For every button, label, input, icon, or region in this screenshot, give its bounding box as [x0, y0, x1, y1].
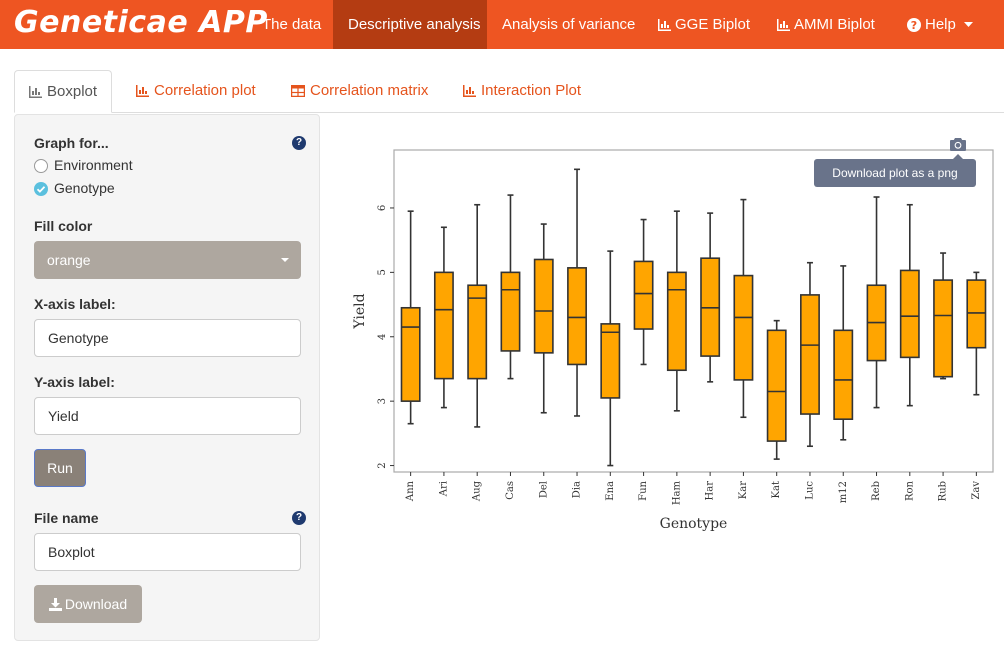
box-Kat: [766, 329, 787, 442]
y-tick-label: 3: [377, 398, 388, 404]
tab-boxplot[interactable]: Boxplot: [14, 70, 113, 113]
tab-correlation-matrix-label: Correlation matrix: [310, 82, 429, 99]
x-tick-label: Zav: [971, 481, 982, 500]
x-axis-label: Genotype: [660, 516, 728, 532]
y-axis-label-input[interactable]: Yield: [34, 397, 301, 435]
radio-genotype-label: Genotype: [54, 180, 115, 196]
x-tick-label: Ari: [438, 481, 449, 497]
x-tick-label: Dia: [572, 481, 583, 498]
help-icon[interactable]: ?: [292, 136, 306, 150]
download-plot-tooltip: Download plot as a png: [814, 154, 976, 187]
tab-boxplot-label: Boxplot: [47, 83, 98, 100]
box-Kar: [733, 274, 754, 381]
x-tick-label: Har: [705, 481, 716, 501]
brand-title[interactable]: Geneticae APP: [14, 5, 268, 40]
y-axis-label: Yield: [352, 293, 368, 329]
bar-chart-icon: [658, 19, 671, 32]
box-Ann: [400, 306, 421, 402]
download-icon: [48, 598, 62, 611]
tab-interaction-plot-label: Interaction Plot: [481, 82, 582, 99]
x-tick-label: Cas: [505, 481, 516, 500]
fill-color-label: Fill color: [34, 218, 93, 234]
fill-color-value: orange: [47, 252, 91, 268]
tab-bar: Boxplot Correlation plot Correlation mat…: [14, 70, 1004, 113]
nav-gge-biplot[interactable]: GGE Biplot: [643, 0, 765, 49]
y-tick-label: 4: [377, 334, 388, 340]
nav-analysis-of-variance[interactable]: Analysis of variance: [502, 16, 636, 33]
file-name-label: File name: [34, 510, 99, 526]
fill-color-select[interactable]: orange: [34, 241, 301, 279]
box-Zav: [966, 279, 987, 349]
x-tick-label: Aug: [472, 480, 483, 502]
nav-ammi-biplot-label: AMMI Biplot: [794, 16, 875, 33]
camera-icon[interactable]: [950, 137, 966, 156]
box-Ham: [666, 271, 687, 372]
bar-chart-icon: [29, 86, 42, 99]
y-axis-label-title: Y-axis label:: [34, 374, 115, 390]
tab-correlation-plot[interactable]: Correlation plot: [136, 70, 256, 112]
box-Rub: [933, 279, 954, 378]
x-axis-label-title: X-axis label:: [34, 296, 116, 312]
radio-environment-label: Environment: [54, 157, 133, 173]
x-tick-label: Ann: [405, 480, 416, 502]
navbar: Geneticae APP The data Descriptive analy…: [0, 0, 1004, 49]
svg-text:?: ?: [911, 19, 917, 32]
x-axis-label-input[interactable]: Genotype: [34, 319, 301, 357]
bar-chart-icon: [463, 85, 476, 98]
nav-gge-biplot-label: GGE Biplot: [675, 16, 751, 33]
bar-chart-icon: [136, 85, 149, 98]
nav-the-data[interactable]: The data: [262, 16, 322, 33]
x-tick-label: Fun: [638, 480, 649, 500]
radio-environment[interactable]: Environment: [34, 156, 133, 174]
box-m12: [833, 329, 854, 420]
x-tick-label: Reb: [871, 481, 882, 501]
box-Del: [533, 258, 554, 354]
x-tick-label: Ena: [605, 481, 616, 501]
download-button[interactable]: Download: [34, 585, 142, 623]
y-tick-label: 2: [377, 462, 388, 468]
x-tick-label: Kar: [738, 481, 749, 499]
file-name-input[interactable]: Boxplot: [34, 533, 301, 571]
x-tick-label: Kat: [771, 481, 782, 498]
x-tick-label: Rub: [938, 481, 949, 501]
y-tick-label: 5: [377, 269, 388, 275]
box-Fun: [633, 260, 654, 330]
x-tick-label: Luc: [804, 481, 815, 500]
radio-genotype[interactable]: Genotype: [34, 179, 115, 197]
boxplot-chart: 2 3 4 5 6 Yield Ann Ari Aug Cas Del Dia Ena Fun Ham Har…: [352, 149, 994, 532]
download-label: Download: [64, 596, 128, 612]
box-Ena: [600, 323, 621, 399]
graph-for-label: Graph for...: [34, 135, 109, 151]
bar-chart-icon: [777, 19, 790, 32]
box-Ari: [433, 271, 454, 380]
box-Cas: [500, 271, 521, 352]
box-Aug: [467, 284, 488, 380]
radio-unchecked-icon: [34, 159, 48, 173]
radio-checked-icon: [34, 182, 48, 196]
nav-help-dropdown[interactable]: ? Help: [892, 0, 988, 49]
x-tick-label: Del: [538, 481, 549, 498]
nav-ammi-biplot[interactable]: AMMI Biplot: [762, 0, 890, 49]
y-tick-label: 6: [377, 205, 388, 211]
nav-help-label: Help: [925, 16, 956, 33]
tab-correlation-matrix[interactable]: Correlation matrix: [290, 70, 429, 112]
table-icon: [290, 84, 306, 98]
nav-descriptive-analysis[interactable]: Descriptive analysis: [333, 0, 487, 49]
tab-interaction-plot[interactable]: Interaction Plot: [463, 70, 581, 112]
tab-correlation-plot-label: Correlation plot: [154, 82, 256, 99]
caret-down-icon: [281, 258, 289, 262]
box-Dia: [567, 267, 587, 366]
sidebar-panel: Graph for... ? Environment Genotype Fill…: [14, 114, 320, 641]
plot-panel: [393, 149, 994, 473]
x-tick-label: m12: [838, 481, 849, 503]
box-Ron: [899, 269, 920, 359]
x-tick-label: Ham: [671, 480, 682, 505]
x-tick-label: Ron: [904, 480, 915, 501]
question-circle-icon: ?: [907, 18, 921, 33]
run-button[interactable]: Run: [34, 449, 86, 487]
box-Luc: [800, 294, 820, 415]
help-icon[interactable]: ?: [292, 511, 306, 525]
caret-down-icon: [964, 22, 974, 28]
